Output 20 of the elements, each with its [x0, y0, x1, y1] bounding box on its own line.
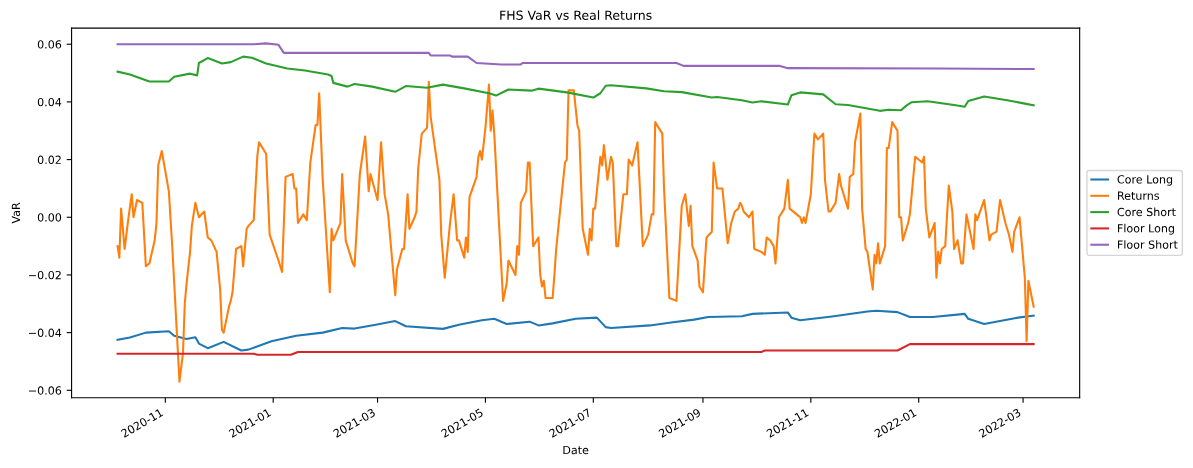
- legend-label: Core Short: [1117, 207, 1176, 217]
- legend-label: Returns: [1118, 191, 1160, 200]
- line-series: [116, 80, 1035, 383]
- chart-title: FHS VaR vs Real Returns: [500, 10, 652, 20]
- y-tick-label: −0.04: [28, 328, 62, 337]
- line-series: [116, 309, 1035, 352]
- line-series: [116, 42, 1035, 71]
- y-tick-label: −0.02: [28, 270, 61, 280]
- legend-label: Core Long: [1117, 175, 1173, 186]
- legend-label: Floor Long: [1118, 223, 1174, 235]
- y-tick-label: −0.06: [28, 386, 62, 395]
- y-tick-label: 0.04: [37, 97, 62, 107]
- x-axis-title: Date: [563, 445, 589, 455]
- legend-label: Floor Short: [1118, 240, 1178, 249]
- y-tick-label: 0.00: [37, 213, 62, 222]
- y-tick-label: 0.06: [37, 40, 62, 49]
- y-axis-title: VaR: [11, 202, 21, 224]
- y-tick-label: 0.02: [37, 155, 61, 164]
- line-series: [116, 343, 1035, 356]
- line-series: [116, 55, 1035, 112]
